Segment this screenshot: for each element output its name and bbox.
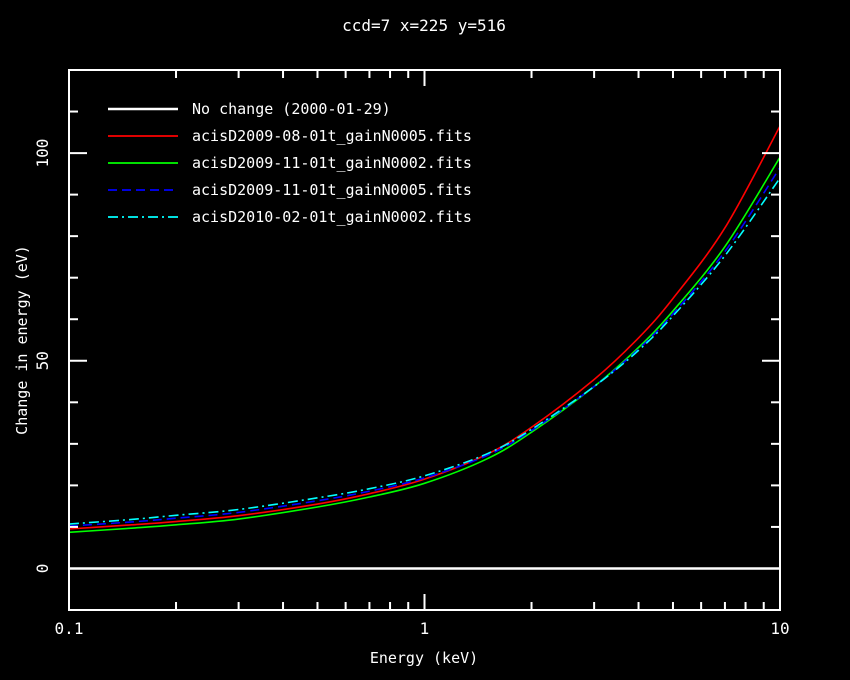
legend-label: acisD2010-02-01t_gainN0002.fits xyxy=(192,208,472,226)
x-axis-label: Energy (keV) xyxy=(370,649,478,667)
plot-frame xyxy=(68,69,781,611)
y-tick-label: 50 xyxy=(33,351,52,370)
legend-label: acisD2009-08-01t_gainN0005.fits xyxy=(192,127,472,145)
y-axis-label: Change in energy (eV) xyxy=(13,245,31,435)
series-curve xyxy=(69,167,780,527)
legend-item: acisD2010-02-01t_gainN0002.fits xyxy=(108,208,472,226)
legend-item: acisD2009-11-01t_gainN0005.fits xyxy=(108,181,472,199)
legend-item: acisD2009-11-01t_gainN0002.fits xyxy=(108,154,472,172)
series-curve xyxy=(69,156,780,534)
x-tick-label: 0.1 xyxy=(55,619,84,638)
legend-label: acisD2009-11-01t_gainN0005.fits xyxy=(192,181,472,199)
y-tick-label: 100 xyxy=(33,139,52,168)
legend-group: No change (2000-01-29) acisD2009-08-01t_g… xyxy=(108,100,472,226)
series-curve xyxy=(69,177,780,525)
plot-title: ccd=7 x=225 y=516 xyxy=(342,16,506,35)
legend-item: No change (2000-01-29) xyxy=(108,100,391,118)
curves-group xyxy=(69,125,780,570)
legend-item: acisD2009-08-01t_gainN0005.fits xyxy=(108,127,472,145)
axes-group xyxy=(68,69,781,611)
y-tick-label: 0 xyxy=(33,564,52,574)
legend-label: No change (2000-01-29) xyxy=(192,100,391,118)
legend-label: acisD2009-11-01t_gainN0002.fits xyxy=(192,154,472,172)
x-tick-label: 10 xyxy=(770,619,789,638)
x-tick-label: 1 xyxy=(420,619,430,638)
